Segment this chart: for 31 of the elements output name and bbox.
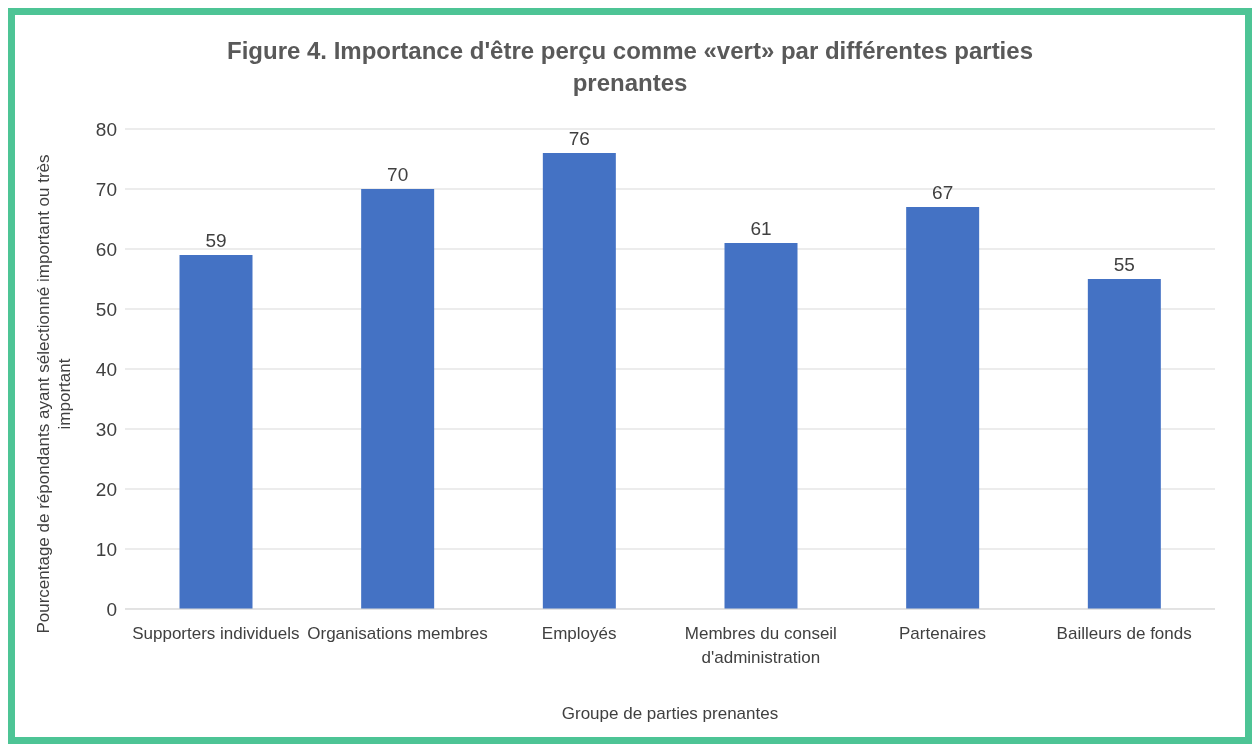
data-label: 55 — [1113, 254, 1135, 275]
y-tick-label: 10 — [95, 538, 117, 560]
y-tick-label: 30 — [95, 418, 117, 440]
frame: Figure 4. Importance d'être perçu comme «vert» par différentes parties prenantes Pourcentage de répondants ayant sélectionné important ou très important Supporters individuels Organisations membres Employés Membres du conseil d'administration Partenaires Bailleurs de fonds Groupe de parties prenantes 0 10 20 30 40 50 60 70 80 59 70 76 61 67 55 — [8, 8, 1252, 744]
y-tick-label: 40 — [95, 358, 117, 380]
y-tick-label: 60 — [95, 238, 117, 260]
data-label: 67 — [932, 182, 954, 203]
y-tick-label: 50 — [95, 298, 117, 320]
y-axis-title: Pourcentage de répondants ayant sélectionné important ou très important — [34, 154, 74, 634]
x-tick-label: Membres du conseil d'administration — [684, 624, 837, 667]
data-label: 76 — [568, 128, 590, 149]
x-tick-label: Bailleurs de fonds — [1056, 624, 1192, 643]
bar — [179, 255, 253, 609]
x-tick-label: Supporters individuels — [132, 624, 300, 643]
x-tick-label: Employés — [541, 624, 617, 643]
data-label: 59 — [205, 230, 227, 251]
y-tick-label: 0 — [106, 598, 117, 620]
bar — [1087, 279, 1161, 609]
y-tick-label: 80 — [95, 118, 117, 140]
y-tick-label: 20 — [95, 478, 117, 500]
y-tick-label: 70 — [95, 178, 117, 200]
bar — [906, 207, 980, 609]
chart-title: Figure 4. Importance d'être perçu comme «vert» par différentes parties prenantes — [226, 36, 1034, 98]
x-tick-label: Partenaires — [899, 624, 986, 643]
data-label: 70 — [387, 164, 409, 185]
bar — [724, 243, 798, 609]
data-label: 61 — [750, 218, 772, 239]
x-axis-title: Groupe de parties prenantes — [561, 704, 779, 723]
bar — [542, 153, 616, 609]
x-tick-label: Organisations membres — [307, 624, 488, 643]
bar — [361, 189, 435, 609]
